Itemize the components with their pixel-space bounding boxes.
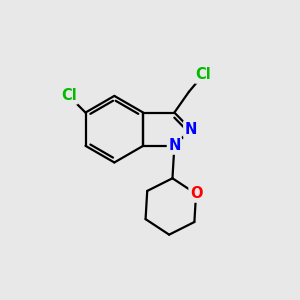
- Text: Cl: Cl: [61, 88, 76, 103]
- Text: N: N: [168, 138, 181, 153]
- Text: O: O: [190, 186, 202, 201]
- Text: N: N: [184, 122, 197, 137]
- Text: Cl: Cl: [195, 67, 211, 82]
